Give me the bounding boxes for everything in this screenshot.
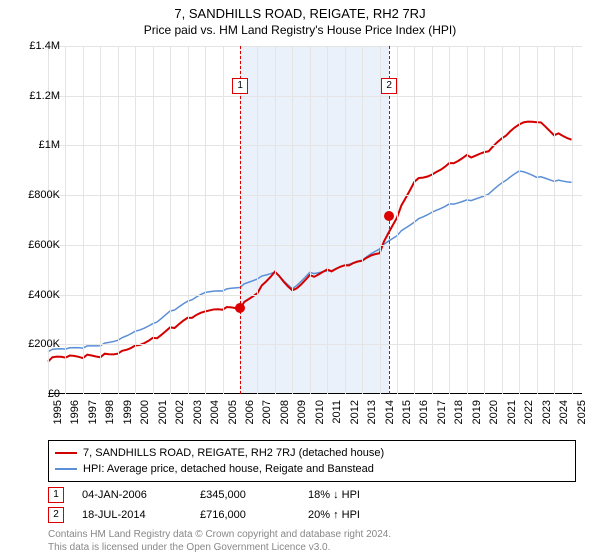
x-axis-label: 2000	[139, 400, 151, 424]
gridline-v	[205, 46, 206, 394]
gridline-v	[118, 46, 119, 394]
x-axis-label: 2019	[471, 400, 483, 424]
x-axis-label: 1996	[69, 400, 81, 424]
legend-swatch	[55, 468, 77, 470]
sale-row-date: 18-JUL-2014	[82, 505, 182, 525]
x-axis-label: 2008	[279, 400, 291, 424]
chart-plot-area: 12	[48, 46, 582, 394]
gridline-v	[223, 46, 224, 394]
sale-marker-box: 2	[381, 78, 397, 94]
x-axis-label: 2012	[349, 400, 361, 424]
gridline-v	[65, 46, 66, 394]
x-axis-label: 1999	[122, 400, 134, 424]
sale-row-box: 2	[48, 507, 64, 523]
sale-row-price: £345,000	[200, 485, 290, 505]
x-axis-label: 2003	[192, 400, 204, 424]
x-axis-label: 1998	[104, 400, 116, 424]
x-axis-label: 2001	[157, 400, 169, 424]
x-axis-label: 2017	[436, 400, 448, 424]
x-axis-label: 1995	[52, 400, 64, 424]
gridline-v	[188, 46, 189, 394]
legend-label: 7, SANDHILLS ROAD, REIGATE, RH2 7RJ (det…	[83, 445, 384, 461]
gridline-v	[83, 46, 84, 394]
x-axis-label: 2024	[558, 400, 570, 424]
sale-marker-dot	[384, 211, 394, 221]
x-axis-label: 2005	[227, 400, 239, 424]
sales-table: 1 04-JAN-2006 £345,000 18% ↓ HPI 2 18-JUL-201…	[48, 485, 576, 525]
gridline-v	[345, 46, 346, 394]
gridline-v	[537, 46, 538, 394]
gridline-v	[572, 46, 573, 394]
x-axis-label: 2002	[174, 400, 186, 424]
legend-item: HPI: Average price, detached house, Reig…	[55, 461, 569, 477]
footer-line-1: Contains HM Land Registry data © Crown c…	[48, 528, 576, 541]
gridline-v	[484, 46, 485, 394]
y-axis-label: £0	[48, 388, 60, 400]
sale-row: 2 18-JUL-2014 £716,000 20% ↑ HPI	[48, 505, 576, 525]
y-axis-label: £1.2M	[29, 90, 60, 102]
x-axis-label: 2013	[366, 400, 378, 424]
y-axis-label: £800K	[28, 189, 60, 201]
x-axis-label: 2025	[576, 400, 588, 424]
chart-title-sub: Price paid vs. HM Land Registry's House …	[0, 21, 600, 37]
sale-row-box: 1	[48, 487, 64, 503]
x-axis-label: 1997	[87, 400, 99, 424]
x-axis-label: 2023	[541, 400, 553, 424]
gridline-v	[100, 46, 101, 394]
gridline-v	[467, 46, 468, 394]
x-axis-label: 2018	[453, 400, 465, 424]
gridline-v	[275, 46, 276, 394]
x-axis-label: 2009	[296, 400, 308, 424]
sale-row-delta: 18% ↓ HPI	[308, 485, 418, 505]
arrow-up-icon: ↑	[333, 509, 339, 521]
gridline-v	[170, 46, 171, 394]
sale-row-price: £716,000	[200, 505, 290, 525]
x-axis-label: 2016	[418, 400, 430, 424]
x-axis-label: 2007	[261, 400, 273, 424]
gridline-v	[519, 46, 520, 394]
x-axis-label: 2015	[401, 400, 413, 424]
x-axis-label: 2010	[314, 400, 326, 424]
x-axis-label: 2021	[506, 400, 518, 424]
x-axis-label: 2004	[209, 400, 221, 424]
gridline-v	[310, 46, 311, 394]
gridline-v	[153, 46, 154, 394]
x-axis-label: 2014	[384, 400, 396, 424]
legend-label: HPI: Average price, detached house, Reig…	[83, 461, 374, 477]
gridline-v	[554, 46, 555, 394]
gridline-v	[327, 46, 328, 394]
gridline-v	[449, 46, 450, 394]
footer-line-2: This data is licensed under the Open Gov…	[48, 541, 576, 554]
gridline-v	[414, 46, 415, 394]
y-axis-label: £1M	[39, 139, 60, 151]
x-axis-label: 2022	[523, 400, 535, 424]
sale-row-date: 04-JAN-2006	[82, 485, 182, 505]
x-axis-label: 2020	[488, 400, 500, 424]
y-axis-label: £600K	[28, 239, 60, 251]
sale-vline	[240, 46, 241, 394]
chart-legend: 7, SANDHILLS ROAD, REIGATE, RH2 7RJ (det…	[48, 440, 576, 482]
gridline-v	[397, 46, 398, 394]
y-axis-label: £400K	[28, 289, 60, 301]
sale-row: 1 04-JAN-2006 £345,000 18% ↓ HPI	[48, 485, 576, 505]
gridline-v	[432, 46, 433, 394]
gridline-v	[362, 46, 363, 394]
gridline-v	[135, 46, 136, 394]
arrow-down-icon: ↓	[333, 489, 339, 501]
gridline-v	[292, 46, 293, 394]
y-axis-label: £1.4M	[29, 40, 60, 52]
gridline-v	[257, 46, 258, 394]
legend-item: 7, SANDHILLS ROAD, REIGATE, RH2 7RJ (det…	[55, 445, 569, 461]
y-axis-label: £200K	[28, 338, 60, 350]
gridline-v	[380, 46, 381, 394]
x-axis-label: 2006	[244, 400, 256, 424]
chart-footer: Contains HM Land Registry data © Crown c…	[48, 528, 576, 554]
legend-swatch	[55, 452, 77, 454]
sale-row-delta: 20% ↑ HPI	[308, 505, 418, 525]
chart-title-address: 7, SANDHILLS ROAD, REIGATE, RH2 7RJ	[0, 0, 600, 21]
sale-marker-dot	[235, 303, 245, 313]
sale-marker-box: 1	[232, 78, 248, 94]
gridline-v	[502, 46, 503, 394]
x-axis-label: 2011	[331, 400, 343, 424]
